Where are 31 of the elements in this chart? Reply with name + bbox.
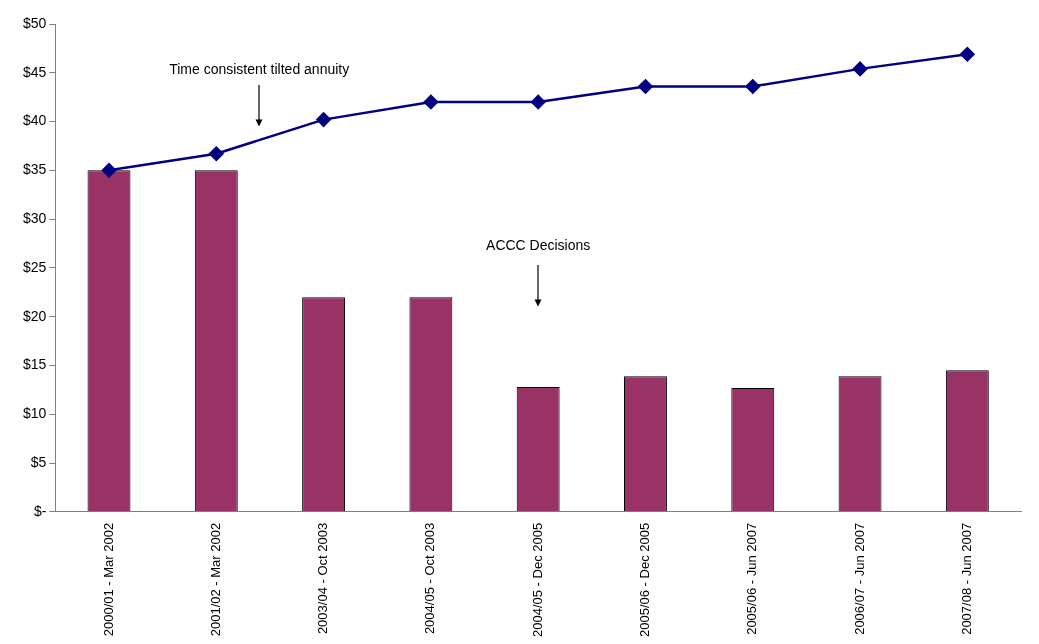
- point: [209, 146, 224, 162]
- x-tick-label: 2004/05 - Dec 2005: [529, 522, 545, 638]
- x-tick-label: 2004/05 - Oct 2003: [422, 522, 438, 635]
- x-tick-label: 2001/02 - Mar 2002: [207, 522, 223, 637]
- y-tick-label: $45: [23, 63, 47, 80]
- x-tick-label: 2003/04 - Oct 2003: [315, 522, 331, 635]
- y-tick-label: $20: [23, 307, 47, 324]
- point: [638, 79, 653, 94]
- annotation: Time consistent tilted annuity: [169, 61, 350, 78]
- y-tick-label: $10: [23, 405, 47, 422]
- point: [423, 94, 439, 110]
- y-tick-label: $40: [23, 112, 47, 129]
- x-tick-label: 2000/01 - Mar 2002: [100, 522, 116, 637]
- y-tick-label: $5: [30, 453, 47, 470]
- point: [960, 46, 975, 62]
- point: [530, 94, 546, 110]
- y-tick-label: $35: [23, 161, 47, 178]
- point: [101, 163, 117, 178]
- y-tick-label: $-: [33, 502, 47, 519]
- point: [745, 79, 761, 94]
- x-tick-label: 2007/08 - Jun 2007: [958, 522, 974, 635]
- x-tick-label: 2005/06 - Jun 2007: [744, 522, 760, 635]
- point: [316, 112, 331, 127]
- y-tick-label: $15: [23, 356, 47, 373]
- point: [852, 61, 868, 77]
- y-tick-label: $50: [23, 14, 47, 31]
- x-tick-label: 2005/06 - Dec 2005: [637, 522, 653, 638]
- y-tick-label: $25: [23, 258, 47, 275]
- x-tick-label: 2006/07 - Jun 2007: [851, 522, 867, 635]
- annotation: ACCC Decisions: [486, 236, 591, 253]
- y-tick-label: $30: [23, 209, 47, 226]
